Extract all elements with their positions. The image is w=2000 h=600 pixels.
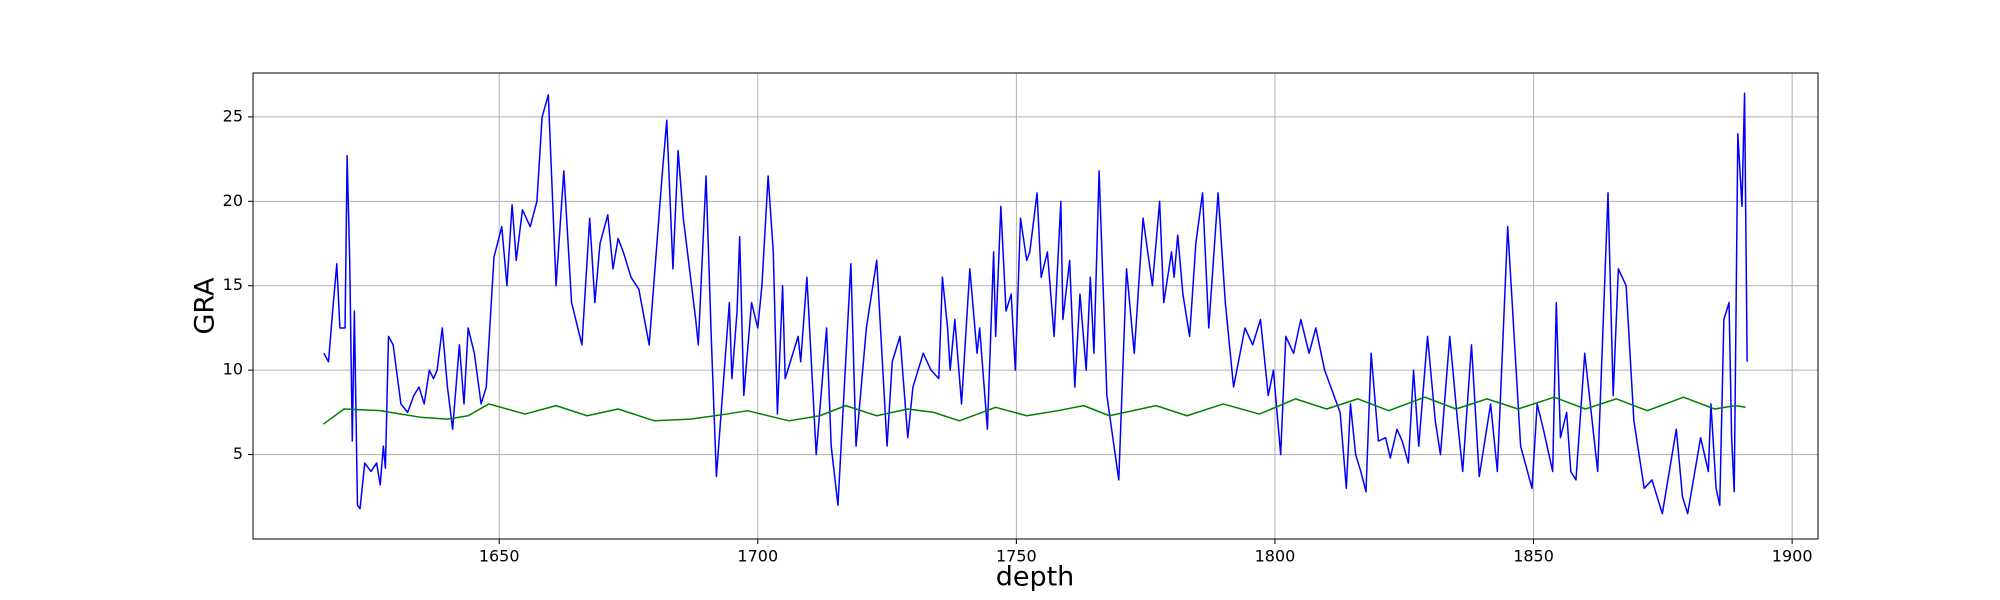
y-tick-label: 5: [233, 444, 243, 463]
x-tick-label: 1850: [1513, 547, 1554, 566]
x-tick-label: 1650: [479, 547, 520, 566]
x-tick-label: 1750: [996, 547, 1037, 566]
data-line: [322, 396, 1746, 425]
x-tick-label: 1700: [737, 547, 778, 566]
y-tick-label: 25: [223, 106, 243, 125]
plot-frame: [252, 72, 1819, 540]
y-tick-label: 20: [223, 191, 243, 210]
x-axis-label: depth: [996, 562, 1075, 593]
y-tick-label: 15: [223, 275, 243, 294]
y-tick-label: 10: [223, 360, 243, 379]
data-line: [323, 92, 1748, 515]
y-axis-label: GRA: [190, 277, 221, 335]
x-tick-label: 1900: [1772, 547, 1813, 566]
x-tick-label: 1800: [1255, 547, 1296, 566]
